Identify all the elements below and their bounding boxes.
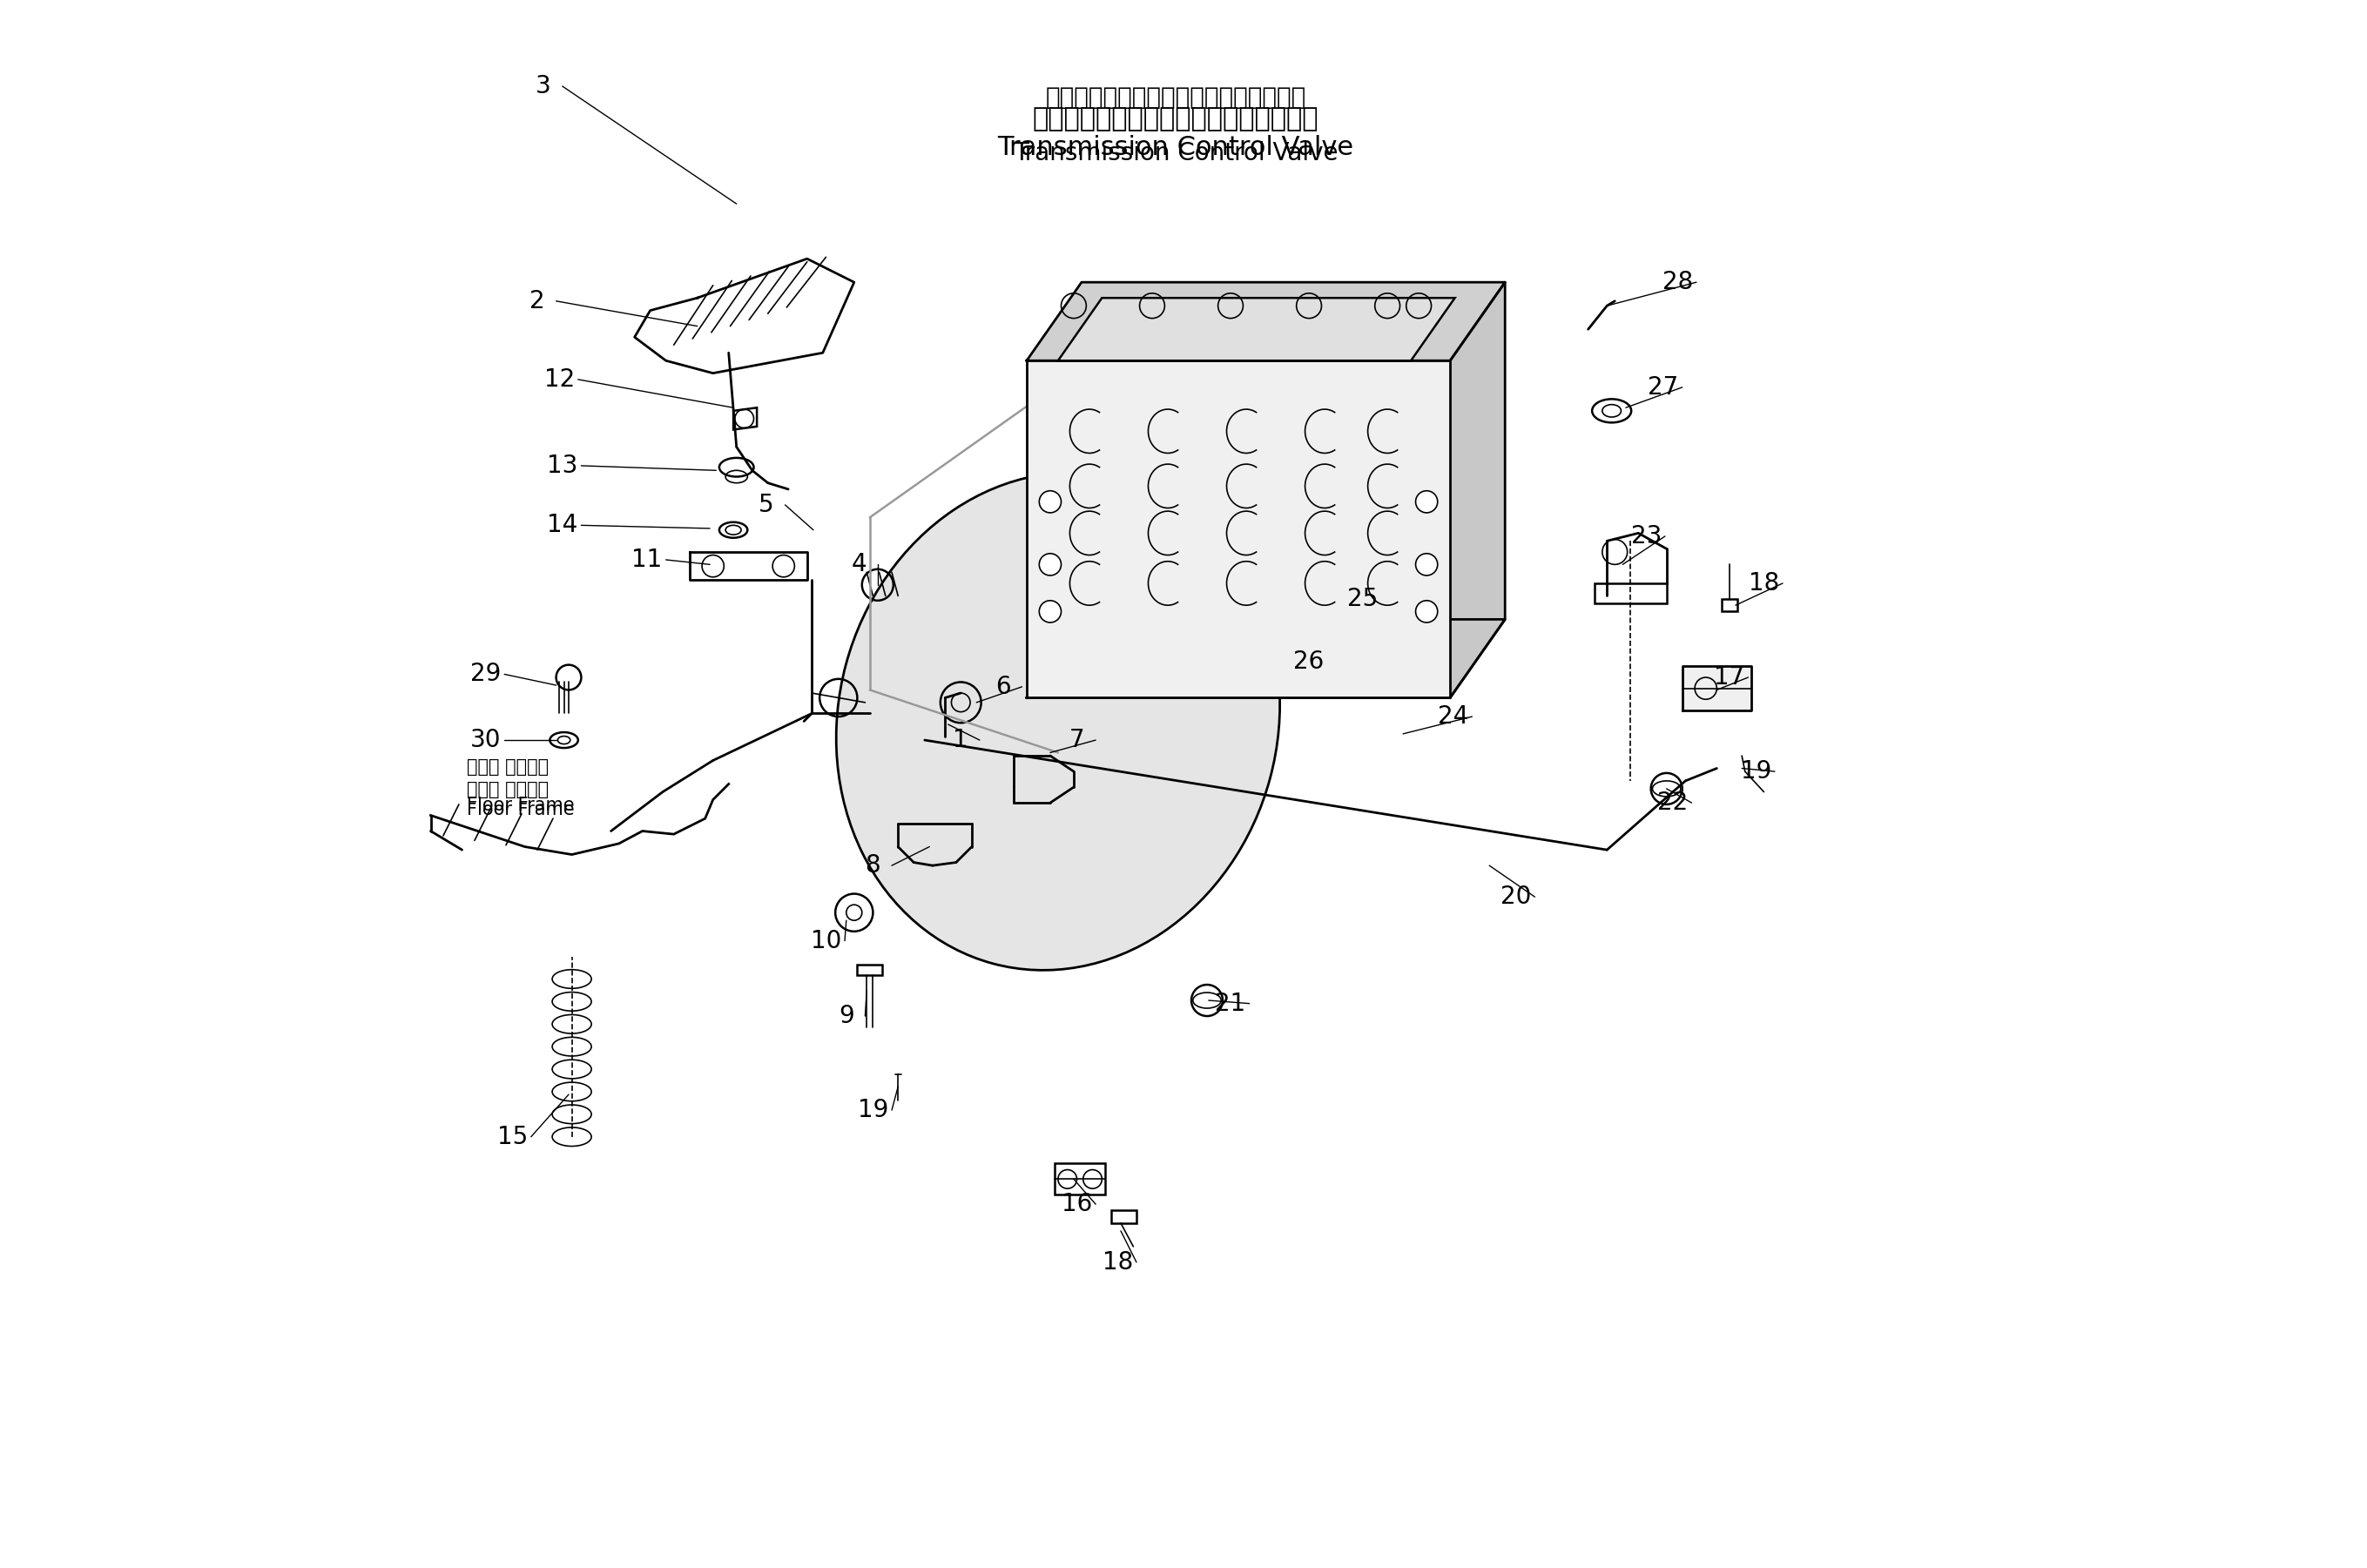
Text: 21: 21 bbox=[1214, 991, 1245, 1016]
Text: トランスミッションコントロールバルブ
Transmission Control Valve: トランスミッションコントロールバルブ Transmission Control … bbox=[997, 107, 1354, 160]
Text: Transmission Control Valve: Transmission Control Valve bbox=[1013, 141, 1337, 166]
Text: 9: 9 bbox=[838, 1004, 854, 1029]
Text: 15: 15 bbox=[497, 1124, 528, 1149]
Text: 7: 7 bbox=[1070, 728, 1084, 753]
Text: 6: 6 bbox=[997, 674, 1011, 699]
Polygon shape bbox=[1058, 298, 1456, 361]
Polygon shape bbox=[1721, 599, 1737, 612]
Circle shape bbox=[1039, 554, 1060, 575]
Text: 12: 12 bbox=[544, 367, 575, 392]
Text: 29: 29 bbox=[471, 662, 502, 687]
Text: 19: 19 bbox=[1740, 759, 1771, 784]
Text: 1: 1 bbox=[954, 728, 968, 753]
Circle shape bbox=[1039, 491, 1060, 513]
Text: 28: 28 bbox=[1662, 270, 1692, 295]
Text: Floor Frame: Floor Frame bbox=[466, 797, 575, 814]
Text: 13: 13 bbox=[547, 453, 578, 478]
Text: 24: 24 bbox=[1437, 704, 1468, 729]
Circle shape bbox=[1415, 491, 1437, 513]
Polygon shape bbox=[1451, 282, 1505, 698]
Text: 4: 4 bbox=[852, 552, 866, 577]
Text: 19: 19 bbox=[857, 1098, 888, 1123]
Text: 18: 18 bbox=[1749, 571, 1780, 596]
Text: トランスミッションコントロールバルブ: トランスミッションコントロールバルブ bbox=[1046, 85, 1307, 110]
Ellipse shape bbox=[836, 472, 1281, 971]
Polygon shape bbox=[1027, 619, 1505, 698]
Text: 23: 23 bbox=[1631, 524, 1662, 549]
Text: 5: 5 bbox=[760, 492, 774, 517]
Text: フロア フレーム: フロア フレーム bbox=[466, 759, 549, 776]
Text: 22: 22 bbox=[1657, 790, 1688, 815]
Text: 26: 26 bbox=[1295, 649, 1323, 674]
Text: 27: 27 bbox=[1647, 375, 1678, 400]
Text: 11: 11 bbox=[632, 547, 663, 572]
Polygon shape bbox=[1683, 666, 1752, 710]
Text: フロア フレーム
Floor Frame: フロア フレーム Floor Frame bbox=[466, 781, 575, 818]
Circle shape bbox=[1039, 601, 1060, 622]
Text: 25: 25 bbox=[1347, 586, 1378, 612]
Text: 30: 30 bbox=[471, 728, 502, 753]
Text: 10: 10 bbox=[810, 928, 840, 953]
Text: 17: 17 bbox=[1714, 665, 1744, 690]
Text: 3: 3 bbox=[535, 74, 552, 99]
Text: 8: 8 bbox=[866, 853, 881, 878]
Polygon shape bbox=[1027, 282, 1505, 361]
Text: 20: 20 bbox=[1501, 884, 1531, 909]
Polygon shape bbox=[1027, 361, 1451, 698]
Text: 16: 16 bbox=[1060, 1192, 1091, 1217]
Circle shape bbox=[1415, 601, 1437, 622]
Text: 2: 2 bbox=[530, 289, 544, 314]
Circle shape bbox=[1415, 554, 1437, 575]
Text: 14: 14 bbox=[547, 513, 578, 538]
Text: 18: 18 bbox=[1103, 1250, 1134, 1275]
